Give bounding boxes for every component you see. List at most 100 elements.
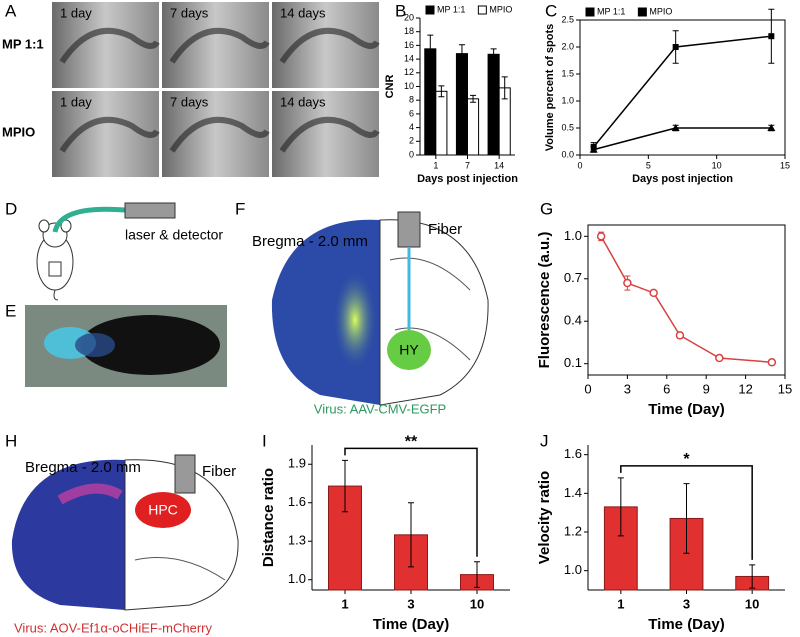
marker (767, 124, 776, 131)
image-label: 1 day (60, 5, 92, 20)
legend-swatch (425, 5, 435, 15)
image-label: 14 days (280, 94, 326, 109)
label: HY (399, 342, 419, 358)
line (600, 235, 772, 364)
x-tick-label: 6 (663, 381, 670, 396)
bar (455, 53, 468, 156)
error-bar (408, 502, 414, 568)
error-bar (617, 477, 624, 537)
legend-label: MPIO (489, 4, 512, 14)
x-tick-label: 0 (584, 381, 591, 396)
bar (435, 90, 448, 156)
x-tick-label: 3 (683, 596, 690, 611)
mri-structure (279, 116, 380, 153)
label: HPC (148, 502, 178, 518)
legend-swatch (477, 5, 487, 15)
error-bar (470, 94, 477, 103)
x-tick-label: 1 (617, 596, 624, 611)
y-tick-label: 8 (409, 95, 414, 105)
y-tick-label: 1.0 (564, 228, 582, 243)
y-tick-label: 1.5 (561, 68, 574, 78)
y-axis-title: Fluorescence (a.u.) (536, 232, 553, 369)
y-tick-label: 0.0 (561, 149, 574, 159)
y-tick-label: 4 (409, 122, 414, 132)
panel-label: H (5, 431, 17, 450)
y-axis-title: Velocity ratio (536, 471, 553, 564)
panel-label: J (540, 431, 549, 450)
label: Fiber (428, 221, 462, 238)
error-bar (438, 85, 445, 98)
y-tick-label: 10 (404, 81, 414, 91)
plot-frame (579, 19, 786, 156)
significance-bracket (344, 447, 478, 557)
marker (767, 358, 777, 367)
marker (623, 278, 632, 288)
plot-frame (587, 224, 786, 376)
legend-label: MP 1:1 (597, 6, 625, 16)
annotation: ** (405, 434, 418, 451)
panel-label: C (545, 1, 557, 20)
label: Fiber (202, 463, 236, 480)
legend-label: MPIO (649, 6, 672, 16)
x-axis-title: Time (Day) (648, 616, 724, 633)
y-tick-label: 6 (409, 108, 414, 118)
mri-structure (279, 27, 380, 64)
label: Bregma - 2.0 mm (252, 233, 368, 250)
error-bar (342, 459, 348, 513)
x-tick-label: 14 (494, 160, 504, 170)
image-label: 7 days (170, 94, 209, 109)
y-axis-title: Volume percent of spots (544, 24, 556, 152)
bar (424, 48, 437, 156)
label: Virus: AAV-CMV-EGFP (314, 401, 446, 416)
x-axis-title: Days post injection (417, 173, 518, 185)
y-tick-label: 1.9 (288, 456, 306, 471)
x-tick-label: 12 (738, 381, 752, 396)
brain-f (271, 211, 489, 406)
mri-images (52, 2, 380, 177)
panel-label: I (262, 431, 267, 450)
marker (649, 288, 658, 298)
y-tick-label: 1.0 (561, 95, 574, 105)
y-tick-label: 1.2 (564, 523, 582, 538)
y-tick-label: 18 (404, 26, 414, 36)
legend-swatch (637, 7, 647, 17)
y-tick-label: 1.3 (288, 533, 306, 548)
x-axis-title: Days post injection (632, 173, 733, 185)
y-tick-label: 16 (404, 40, 414, 50)
mri-structure (59, 116, 160, 153)
brain-h (11, 454, 239, 611)
panel-label: G (540, 199, 553, 218)
panel-label: F (235, 199, 245, 218)
x-tick-label: 5 (646, 160, 651, 170)
marker (589, 145, 598, 153)
legend-label: MP 1:1 (437, 4, 465, 14)
error-bar (490, 48, 497, 61)
x-tick-label: 3 (407, 596, 414, 611)
y-tick-label: 1.0 (288, 571, 306, 586)
y-tick-label: 0.7 (564, 270, 582, 285)
x-tick-label: 10 (712, 160, 722, 170)
line (593, 127, 772, 151)
y-axis-title: Distance ratio (260, 468, 277, 567)
image-label: 7 days (170, 5, 209, 20)
panel-label: A (5, 1, 17, 20)
image-label: 14 days (280, 5, 326, 20)
error-bar (474, 561, 480, 588)
x-tick-label: 10 (745, 596, 759, 611)
label: laser & detector (125, 227, 223, 243)
x-tick-label: 0 (577, 160, 582, 170)
y-tick-label: 2 (409, 136, 414, 146)
y-tick-label: 2.0 (561, 41, 574, 51)
y-tick-label: 12 (404, 67, 414, 77)
y-tick-label: 0 (409, 149, 414, 159)
error-bar (427, 34, 434, 64)
x-axis-title: Time (Day) (648, 401, 724, 418)
bar (467, 98, 480, 156)
photo (25, 305, 227, 387)
row-label: MP 1:1 (2, 36, 44, 51)
panel-label: D (5, 199, 17, 218)
panel-label: E (5, 301, 16, 320)
marker (672, 44, 679, 50)
x-tick-label: 9 (703, 381, 710, 396)
